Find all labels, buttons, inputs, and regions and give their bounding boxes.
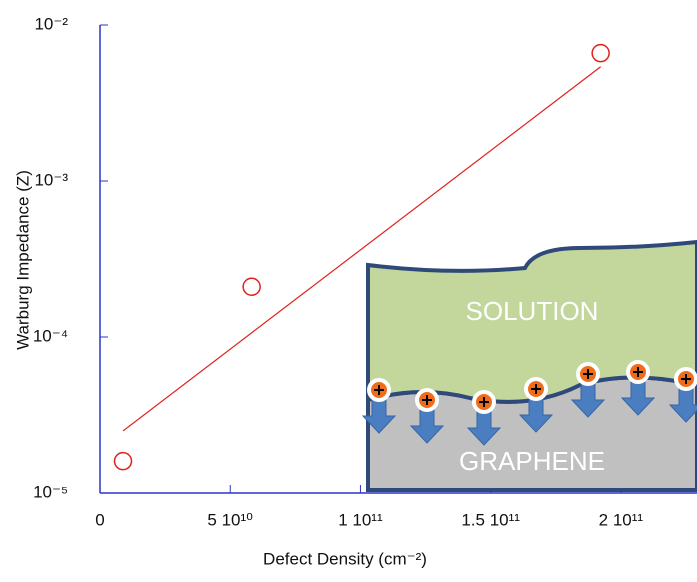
x-tick-label: 5 10¹⁰ <box>207 510 253 529</box>
data-point <box>242 277 261 296</box>
arrow <box>620 381 656 416</box>
arrow <box>668 388 697 423</box>
y-tick-label: 10⁻³ <box>34 170 68 189</box>
fit-line <box>122 66 602 432</box>
ion-plus <box>633 367 643 377</box>
arrow <box>466 411 502 446</box>
y-tick-label: 10⁻⁵ <box>33 482 68 501</box>
solution-label: SOLUTION <box>466 296 599 326</box>
x-axis-title: Defect Density (cm⁻²) <box>263 549 427 568</box>
arrow <box>570 383 606 418</box>
arrow <box>361 399 397 434</box>
y-axis-title: Warburg Impedance (Z) <box>13 170 32 350</box>
ion-plus <box>583 369 593 379</box>
solution-region <box>366 239 697 404</box>
data-point <box>113 451 133 471</box>
ion-plus <box>531 384 541 394</box>
x-tick-label: 1 10¹¹ <box>338 510 383 529</box>
data-point <box>591 43 610 63</box>
ion-plus <box>374 385 384 395</box>
y-tick-label: 10⁻² <box>34 14 68 33</box>
x-tick-label: 1.5 10¹¹ <box>461 510 520 529</box>
x-tick-label: 2 10¹¹ <box>599 510 644 529</box>
arrow <box>409 409 445 444</box>
arrow <box>518 398 554 433</box>
ion-plus <box>479 397 489 407</box>
ions <box>361 360 697 446</box>
inset-diagram: SOLUTION GRAPHENE <box>361 239 697 492</box>
ion-plus <box>681 374 691 384</box>
ion-plus <box>422 395 432 405</box>
y-tick-label: 10⁻⁴ <box>33 326 68 345</box>
x-tick-label: 0 <box>95 510 104 529</box>
graphene-label: GRAPHENE <box>459 446 605 476</box>
